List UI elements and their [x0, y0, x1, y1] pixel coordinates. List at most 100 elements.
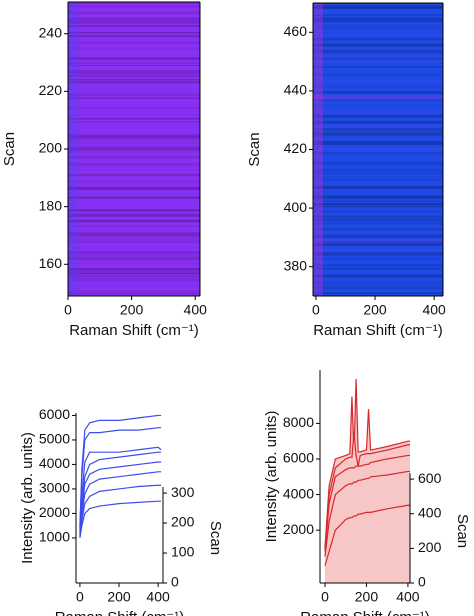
heatmap-stripe: [68, 78, 200, 81]
heatmap-stripe: [313, 285, 443, 290]
heatmap-edge: [68, 2, 78, 296]
heatmap-stripe: [313, 257, 443, 261]
heatmap-stripe: [68, 192, 200, 195]
x-tick-label: 200: [363, 302, 387, 318]
heatmap-stripe: [313, 267, 443, 270]
heatmap-background: [68, 2, 200, 296]
heatmap-stripe: [313, 205, 443, 208]
y2-tick-label: 200: [171, 514, 195, 530]
heatmap-stripe: [68, 106, 200, 110]
heatmap-stripe: [313, 114, 443, 118]
x-tick-label: 400: [184, 302, 208, 318]
heatmap-stripe: [68, 150, 200, 153]
heatmap-stripe: [68, 17, 200, 21]
heatmap-stripe: [68, 162, 200, 166]
heatmap-stripe: [68, 270, 200, 273]
series-line: [79, 414, 162, 526]
heatmap-stripe: [313, 274, 443, 278]
y2-tick-label: 300: [171, 484, 195, 500]
heatmap-stripe: [68, 274, 200, 278]
heatmap-stripe: [313, 292, 443, 295]
heatmap-stripe: [313, 73, 443, 77]
x-tick-label: 200: [355, 589, 379, 605]
heatmap-stripe: [313, 222, 443, 225]
x-tick-label: 0: [76, 589, 84, 605]
heatmap-stripe: [313, 210, 443, 213]
heatmap-stripe: [313, 185, 443, 190]
heatmap-stripe: [313, 17, 443, 20]
y-tick-label: 2000: [39, 504, 70, 520]
heatmap-stripe: [68, 41, 200, 45]
heatmap-stripe: [68, 2, 200, 5]
heatmap-stripe: [68, 186, 200, 190]
heatmap-stripe: [68, 11, 200, 15]
heatmap-stripe: [313, 171, 443, 175]
heatmap-stripe: [68, 135, 200, 138]
y2-tick-label: 100: [171, 544, 195, 560]
series-line: [79, 500, 162, 539]
heatmap-stripe: [313, 95, 443, 100]
series-line: [324, 378, 410, 548]
heatmap-stripe: [68, 57, 200, 60]
heatmap-stripe: [68, 97, 200, 99]
x-tick-label: 0: [321, 589, 329, 605]
heatmap-stripe: [68, 20, 200, 24]
heatmap-stripe: [313, 191, 443, 193]
series-line: [324, 432, 410, 550]
heatmap-stripe: [313, 87, 443, 90]
heatmap-stripe: [68, 137, 200, 141]
heatmap-stripe: [68, 47, 200, 50]
heatmap-stripe: [313, 152, 443, 155]
heatmap-stripe: [68, 147, 200, 151]
heatmap-stripe: [313, 59, 443, 62]
y-tick-label: 3000: [39, 480, 70, 496]
heatmap-stripe: [313, 228, 443, 231]
heatmap-stripe: [68, 196, 200, 199]
y-axis-label: Intensity (arb. units): [19, 432, 36, 564]
series-line: [79, 484, 162, 537]
heatmap-stripe: [68, 53, 200, 56]
heatmap-stripe: [313, 110, 443, 113]
heatmap-stripe: [68, 34, 200, 38]
heatmap-stripe: [313, 99, 443, 102]
heatmap-edge: [313, 3, 323, 296]
y-tick-label: 440: [284, 82, 308, 98]
heatmap-stripe: [68, 145, 200, 150]
heatmap-stripe: [313, 203, 443, 206]
heatmap-stripe: [68, 268, 200, 271]
heatmap-stripe: [68, 219, 200, 223]
heatmap-stripe: [313, 215, 443, 218]
heatmap-stripe: [68, 278, 200, 282]
heatmap-stripe: [68, 246, 200, 249]
heatmap-stripe: [68, 64, 200, 67]
heatmap-stripe: [68, 213, 200, 217]
series-line: [324, 454, 410, 552]
y-axis-label: Scan: [246, 132, 263, 166]
y-tick-label: 5000: [39, 431, 70, 447]
heatmap-stripe: [313, 168, 443, 172]
heatmap-stripe: [68, 113, 200, 117]
y-tick-label: 2000: [283, 521, 314, 537]
heatmap-stripe: [313, 134, 443, 137]
heatmap-stripe: [68, 250, 200, 255]
y-axis-label: Scan: [1, 132, 18, 166]
heatmap-stripe: [313, 157, 443, 160]
heatmap-stripe: [68, 118, 200, 120]
x-tick-label: 200: [107, 589, 131, 605]
heatmap-stripe: [313, 24, 443, 27]
heatmap-stripe: [313, 243, 443, 246]
heatmap-stripe: [68, 262, 200, 265]
x-tick-label: 200: [120, 302, 144, 318]
y-tick-label: 380: [284, 257, 308, 273]
heatmap-stripe: [313, 160, 443, 164]
heatmap-stripe: [68, 156, 200, 159]
heatmap-stripe: [313, 252, 443, 256]
heatmap-stripe: [68, 133, 200, 135]
y-tick-label: 160: [39, 255, 63, 271]
heatmap-stripe: [313, 195, 443, 199]
y2-axis-label: Scan: [207, 521, 224, 555]
y2-axis-label: Scan: [454, 514, 471, 548]
heatmap-stripe: [68, 173, 200, 177]
heatmap-stripe: [313, 33, 443, 37]
